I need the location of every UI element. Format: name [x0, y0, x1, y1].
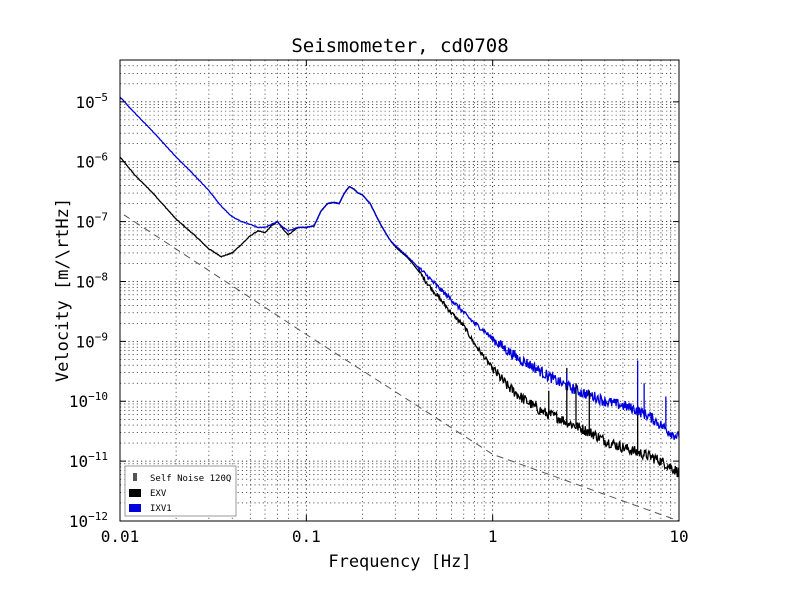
y-tick-label-base: 10	[69, 452, 88, 471]
x-axis-label: Frequency [Hz]	[328, 552, 471, 572]
chart-title: Seismometer, cd0708	[291, 35, 508, 57]
y-tick-label-exponent: −6	[95, 151, 108, 164]
legend-box	[124, 465, 237, 517]
y-tick-label-base: 10	[75, 272, 94, 291]
plot-frame	[119, 59, 680, 522]
legend-label: EXV	[150, 489, 167, 499]
y-tick-label: 10−10	[69, 390, 108, 411]
x-tick-label: 1	[488, 527, 498, 546]
legend-swatch	[129, 489, 141, 497]
y-tick-label: 10−7	[75, 211, 108, 232]
y-tick-label: 10−8	[75, 270, 108, 291]
y-tick-label-base: 10	[69, 392, 88, 411]
y-tick-label-base: 10	[75, 153, 94, 172]
tick-marks	[119, 60, 680, 522]
tick-labels: 0.01 0.1 1 1010−1210−1110−1010−910−810−710−…	[69, 91, 689, 546]
y-tick-label-exponent: −12	[88, 510, 108, 523]
y-tick-label: 10−11	[69, 450, 108, 471]
legend: Self Noise 120Q EXV IXV1	[124, 465, 237, 517]
y-tick-label: 10−12	[69, 510, 108, 531]
series-layer	[119, 96, 680, 522]
y-tick-label-base: 10	[75, 93, 94, 112]
y-tick-label: 10−5	[75, 91, 108, 112]
y-tick-label-exponent: −11	[88, 450, 108, 463]
y-tick-label-exponent: −7	[95, 211, 108, 224]
legend-swatch	[129, 504, 141, 512]
legend-label: IXV1	[150, 504, 172, 514]
y-tick-label-base: 10	[75, 332, 94, 351]
x-tick-label: 10	[669, 527, 688, 546]
y-tick-label: 10−6	[75, 151, 108, 172]
y-tick-label-base: 10	[75, 213, 94, 232]
legend-label: Self Noise 120Q	[150, 474, 231, 484]
series-line-exv	[119, 156, 680, 478]
legend-swatch-dashed	[133, 473, 137, 481]
y-tick-label: 10−9	[75, 330, 108, 351]
y-axis-label: Velocity [m/\rtHz]	[53, 198, 73, 382]
x-tick-label: 0.01	[101, 527, 140, 546]
y-tick-label-exponent: −5	[95, 91, 108, 104]
y-tick-label-exponent: −9	[95, 330, 108, 343]
y-tick-label-base: 10	[69, 512, 88, 531]
series-line-self-noise-120q	[123, 214, 680, 522]
series-line-ixv1	[119, 96, 680, 440]
y-tick-label-exponent: −10	[88, 390, 108, 403]
x-tick-label: 0.1	[292, 527, 321, 546]
y-tick-label-exponent: −8	[95, 270, 108, 283]
